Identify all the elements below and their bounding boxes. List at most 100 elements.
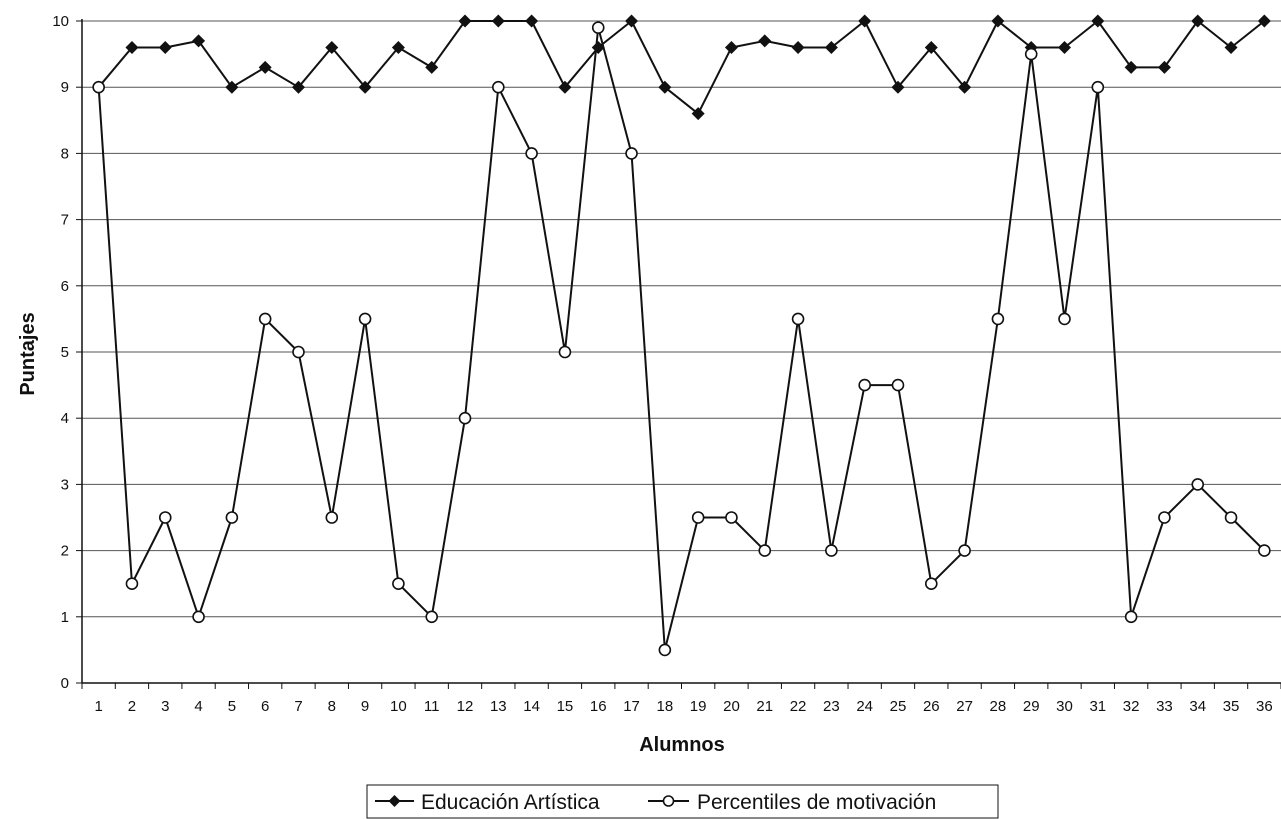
- point-percentiles-motivacion: [825, 544, 838, 557]
- point-percentiles-motivacion: [1258, 544, 1271, 557]
- point-educacion-artistica: [258, 60, 272, 74]
- x-tick-label: 10: [390, 698, 407, 715]
- point-educacion-artistica: [1157, 60, 1171, 74]
- point-educacion-artistica: [358, 80, 372, 94]
- point-percentiles-motivacion: [591, 21, 605, 34]
- y-tick-label: 5: [61, 344, 69, 361]
- x-tick-label: 21: [756, 698, 773, 715]
- x-tick-label: 33: [1156, 698, 1173, 715]
- point-percentiles-motivacion: [258, 312, 272, 326]
- point-percentiles-motivacion: [425, 610, 439, 624]
- point-percentiles-motivacion: [292, 345, 305, 359]
- x-tick-label: 9: [361, 698, 369, 715]
- point-percentiles-motivacion: [758, 544, 772, 557]
- y-tick-label: 2: [61, 543, 69, 560]
- point-educacion-artistica: [425, 60, 439, 74]
- x-tick-label: 6: [261, 698, 269, 715]
- point-percentiles-motivacion: [1091, 80, 1105, 94]
- y-tick-label: 8: [61, 145, 69, 162]
- point-educacion-artistica: [391, 40, 405, 54]
- point-percentiles-motivacion: [791, 312, 805, 326]
- legend: Educación Artística Percentiles de motiv…: [366, 784, 999, 819]
- point-educacion-artistica: [658, 80, 672, 94]
- point-percentiles-motivacion: [858, 378, 871, 392]
- y-tick-label: 6: [61, 278, 69, 295]
- point-percentiles-motivacion: [525, 147, 538, 160]
- point-educacion-artistica: [1257, 14, 1271, 28]
- x-tick-label: 24: [856, 698, 873, 715]
- x-tick-label: 32: [1123, 698, 1140, 715]
- point-educacion-artistica: [1091, 14, 1105, 28]
- point-percentiles-motivacion: [392, 577, 405, 591]
- y-tick-label: 9: [61, 79, 69, 96]
- x-tick-label: 1: [94, 698, 102, 715]
- point-percentiles-motivacion: [1191, 478, 1205, 491]
- point-percentiles-motivacion: [358, 312, 372, 326]
- x-tick-label: 5: [228, 698, 236, 715]
- point-educacion-artistica: [225, 80, 239, 94]
- point-educacion-artistica: [458, 14, 472, 28]
- point-educacion-artistica: [1224, 40, 1238, 54]
- x-tick-label: 34: [1189, 698, 1206, 715]
- point-percentiles-motivacion: [225, 511, 239, 524]
- point-percentiles-motivacion: [325, 511, 339, 524]
- x-tick-label: 23: [823, 698, 840, 715]
- y-tick-label: 3: [61, 476, 69, 493]
- point-percentiles-motivacion: [625, 147, 638, 160]
- point-educacion-artistica: [158, 40, 172, 54]
- point-percentiles-motivacion: [958, 544, 971, 557]
- x-tick-label: 26: [923, 698, 940, 715]
- point-educacion-artistica: [924, 40, 938, 54]
- point-percentiles-motivacion: [492, 80, 505, 94]
- x-tick-label: 15: [557, 698, 574, 715]
- x-axis-title: Alumnos: [639, 734, 725, 756]
- legend-marker-educacion: [388, 795, 401, 807]
- x-tick-label: 13: [490, 698, 507, 715]
- y-tick-label: 4: [61, 410, 69, 427]
- series-line-educacion-artistica: [97, 20, 1265, 115]
- point-percentiles-motivacion: [158, 511, 172, 524]
- point-percentiles-motivacion: [924, 577, 938, 591]
- point-educacion-artistica: [1058, 40, 1072, 54]
- point-percentiles-motivacion: [92, 80, 105, 94]
- y-axis-title: Puntajes: [17, 312, 39, 395]
- point-educacion-artistica: [858, 14, 872, 28]
- point-educacion-artistica: [1124, 60, 1138, 74]
- x-tick-label: 16: [590, 698, 607, 715]
- x-tick-label: 29: [1023, 698, 1040, 715]
- point-percentiles-motivacion: [1124, 610, 1138, 624]
- point-educacion-artistica: [758, 34, 772, 48]
- x-tick-label: 27: [956, 698, 973, 715]
- y-tick-label: 1: [61, 609, 69, 626]
- x-tick-label: 2: [128, 698, 136, 715]
- x-tick-label: 30: [1056, 698, 1073, 715]
- point-educacion-artistica: [192, 34, 206, 48]
- point-educacion-artistica: [891, 80, 905, 94]
- point-educacion-artistica: [958, 80, 972, 94]
- point-percentiles-motivacion: [691, 511, 705, 524]
- series-line-percentiles-motivacion: [97, 26, 1266, 651]
- x-tick-label: 18: [657, 698, 674, 715]
- x-tick-label: 17: [623, 698, 640, 715]
- legend-label-educacion: Educación Artística: [421, 791, 600, 814]
- y-tick-label: 7: [61, 212, 69, 229]
- point-percentiles-motivacion: [1224, 511, 1238, 524]
- point-educacion-artistica: [625, 14, 639, 28]
- x-tick-label: 19: [690, 698, 707, 715]
- legend-label-percentiles: Percentiles de motivación: [697, 791, 936, 814]
- x-tick-label: 7: [294, 698, 302, 715]
- legend-marker-percentiles: [662, 795, 675, 807]
- y-tick-label: 10: [52, 13, 69, 30]
- x-tick-label: 12: [457, 698, 474, 715]
- x-tick-label: 36: [1256, 698, 1273, 715]
- series-markers: [92, 14, 1271, 657]
- point-percentiles-motivacion: [192, 610, 205, 624]
- point-percentiles-motivacion: [1024, 47, 1038, 61]
- point-educacion-artistica: [991, 14, 1005, 28]
- point-educacion-artistica: [824, 40, 838, 54]
- x-tick-label: 20: [723, 698, 740, 715]
- x-tick-label: 22: [790, 698, 807, 715]
- point-educacion-artistica: [491, 14, 505, 28]
